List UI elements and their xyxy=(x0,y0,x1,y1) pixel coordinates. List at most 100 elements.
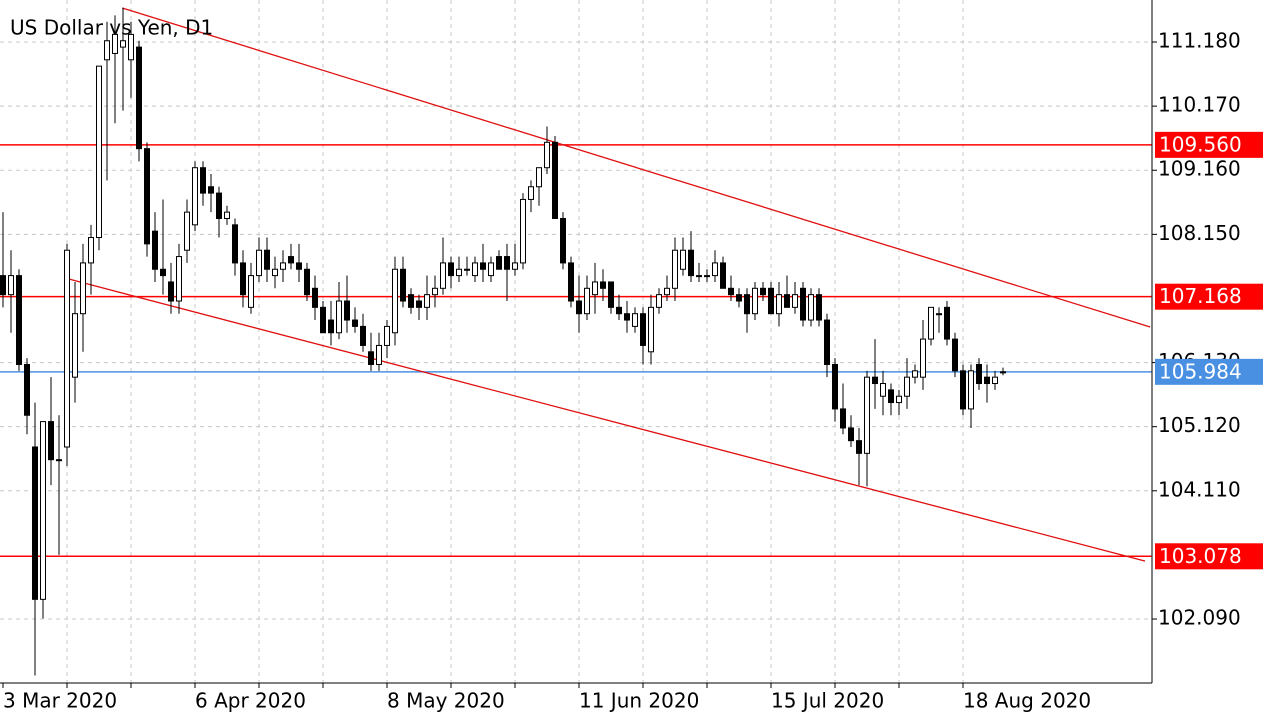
candle-body xyxy=(544,141,550,169)
candle-body xyxy=(520,198,526,264)
candle-body xyxy=(8,275,14,296)
candle-body xyxy=(672,249,678,289)
candle-body xyxy=(512,262,518,270)
levels xyxy=(0,144,1152,558)
candle-body xyxy=(888,389,894,404)
candle-body xyxy=(736,294,742,302)
candle-body xyxy=(48,421,54,461)
candle-body xyxy=(168,281,174,302)
candle-body xyxy=(56,459,62,462)
candle-body xyxy=(360,325,366,346)
y-tick-label: 109.160 xyxy=(1158,157,1241,181)
candle-body xyxy=(400,268,406,302)
x-tick-label: 6 Apr 2020 xyxy=(195,689,306,713)
candle-body xyxy=(208,186,214,194)
candle-body xyxy=(856,440,862,454)
candle-body xyxy=(72,313,78,378)
candle-body xyxy=(768,287,774,315)
candle-body xyxy=(272,268,278,277)
level-label-bg xyxy=(1155,543,1263,570)
candle-body xyxy=(752,287,758,315)
candle-body xyxy=(464,268,470,271)
candle-body xyxy=(576,300,582,315)
candle-body xyxy=(912,370,918,378)
candle-body xyxy=(680,249,686,270)
candle-body xyxy=(280,262,286,270)
candle-body xyxy=(936,313,942,316)
candle-body xyxy=(800,287,806,321)
candle-body xyxy=(32,446,38,600)
candle-body xyxy=(632,313,638,327)
candle-body xyxy=(504,256,510,270)
candle-body xyxy=(600,281,606,289)
level-label-bg xyxy=(1155,283,1263,310)
candle-body xyxy=(264,249,270,270)
candle-body xyxy=(16,275,22,365)
grid xyxy=(0,0,1152,683)
candle-body xyxy=(624,313,630,321)
candle-body xyxy=(832,363,838,410)
candle-body xyxy=(592,281,598,296)
candle-body xyxy=(584,287,590,315)
candle-body xyxy=(784,294,790,308)
candle-body xyxy=(928,306,934,340)
chart-title: US Dollar vs Yen, D1 xyxy=(10,16,213,40)
candle-body xyxy=(880,383,886,397)
candle-body xyxy=(552,141,558,219)
axis-labels: 102.090104.110105.120106.130108.150109.1… xyxy=(2,29,1263,713)
candle-body xyxy=(336,300,342,334)
candle-body xyxy=(456,268,462,277)
candle-body xyxy=(848,427,854,442)
candle-body xyxy=(656,294,662,308)
candle-body xyxy=(88,237,94,264)
candle-body xyxy=(128,33,134,61)
candle-body xyxy=(704,275,710,278)
trendlines xyxy=(64,7,1151,562)
candle-body xyxy=(344,300,350,321)
candle-body xyxy=(352,319,358,327)
candle-body xyxy=(952,338,958,372)
trendline xyxy=(122,7,1151,328)
candle-body xyxy=(640,313,646,346)
candle-body xyxy=(568,262,574,302)
candle-body xyxy=(648,306,654,353)
candle-body xyxy=(496,256,502,270)
candle-body xyxy=(384,325,390,346)
candle-body xyxy=(536,167,542,188)
candle-body xyxy=(744,294,750,315)
level-label-bg xyxy=(1155,131,1263,158)
candle-body xyxy=(288,256,294,264)
candle-body xyxy=(792,294,798,308)
candle-body xyxy=(256,249,262,277)
level-label: 109.560 xyxy=(1159,132,1242,156)
candle-body xyxy=(960,370,966,410)
candle-body xyxy=(176,256,182,302)
candle-body xyxy=(432,287,438,296)
candle-body xyxy=(136,46,142,150)
candle-body xyxy=(472,262,478,277)
candle-body xyxy=(664,287,670,296)
candle-body xyxy=(312,287,318,308)
candle-body xyxy=(808,294,814,321)
candle-body xyxy=(0,275,6,296)
level-label: 105.984 xyxy=(1159,359,1242,383)
candle-body xyxy=(144,148,150,245)
candle-body xyxy=(968,370,974,410)
candle-body xyxy=(776,294,782,315)
candle-body xyxy=(424,294,430,308)
candle-body xyxy=(80,262,86,315)
candle-body xyxy=(760,287,766,296)
candle-body xyxy=(320,306,326,334)
candle-body xyxy=(688,249,694,277)
x-tick-label: 3 Mar 2020 xyxy=(3,689,117,713)
candle-body xyxy=(296,262,302,270)
candle-body xyxy=(232,224,238,264)
x-tick-label: 8 May 2020 xyxy=(387,689,505,713)
candle-body xyxy=(200,167,206,194)
candle-body xyxy=(224,211,230,219)
y-tick-label: 104.110 xyxy=(1158,477,1241,501)
candle-body xyxy=(528,186,534,200)
y-tick-label: 111.180 xyxy=(1158,29,1241,53)
level-label-bg xyxy=(1155,358,1263,385)
